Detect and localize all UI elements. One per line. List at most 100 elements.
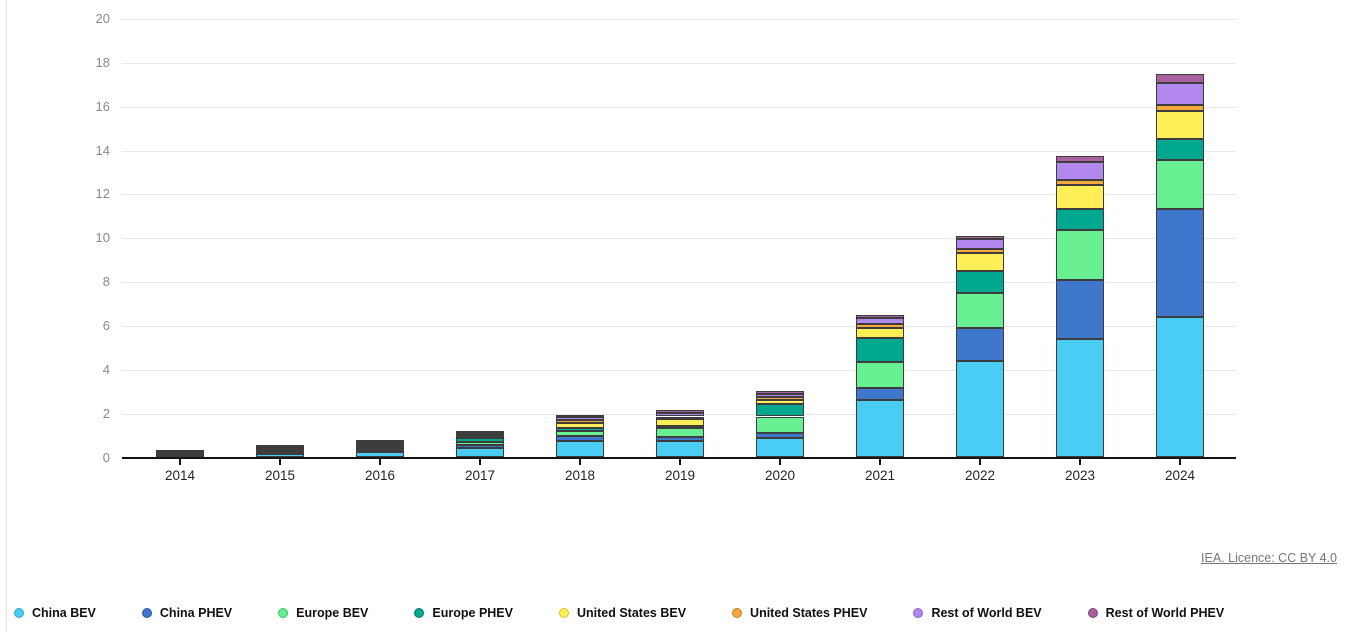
x-axis-tick: [279, 457, 281, 465]
bar-segment-rest-of-world-bev[interactable]: [956, 239, 1004, 250]
bar-segment-rest-of-world-bev[interactable]: [756, 393, 804, 397]
x-axis-label: 2015: [264, 467, 296, 483]
bar-segment-united-states-phev[interactable]: [556, 420, 604, 424]
bar-segment-rest-of-world-phev[interactable]: [856, 314, 904, 319]
bar-segment-united-states-bev[interactable]: [456, 436, 504, 439]
bar-segment-china-bev[interactable]: [556, 441, 604, 458]
legend-label: China PHEV: [159, 606, 233, 620]
bar-segment-china-phev[interactable]: [256, 452, 304, 455]
legend-item-rest-of-world-bev[interactable]: Rest of World BEV: [913, 606, 1042, 620]
bar-segment-china-phev[interactable]: [756, 433, 804, 439]
bar-segment-united-states-bev[interactable]: [656, 418, 704, 426]
bar-segment-china-phev[interactable]: [956, 327, 1004, 362]
bar-segment-europe-bev[interactable]: [556, 431, 604, 436]
bar-segment-europe-phev[interactable]: [1056, 208, 1104, 230]
bar-segment-europe-phev[interactable]: [356, 445, 404, 448]
gridline: [122, 19, 1236, 20]
bar-segment-europe-bev[interactable]: [356, 447, 404, 451]
bar-segment-united-states-bev[interactable]: [556, 423, 604, 428]
x-axis-label: 2019: [664, 467, 696, 483]
bar-segment-china-bev[interactable]: [1056, 338, 1104, 458]
bar-segment-united-states-phev[interactable]: [1156, 104, 1204, 112]
card-left-border: [6, 0, 7, 632]
legend-dot-icon: [732, 608, 743, 618]
bar-segment-europe-bev[interactable]: [456, 441, 504, 446]
bar-segment-europe-phev[interactable]: [556, 427, 604, 432]
bar-segment-europe-bev[interactable]: [756, 416, 804, 434]
bar-segment-china-phev[interactable]: [856, 388, 904, 400]
bar-segment-europe-phev[interactable]: [1156, 138, 1204, 160]
legend-item-rest-of-world-phev[interactable]: Rest of World PHEV: [1087, 606, 1224, 620]
bar-segment-europe-phev[interactable]: [256, 448, 304, 451]
bar-segment-united-states-bev[interactable]: [1156, 111, 1204, 139]
bar-segment-china-bev[interactable]: [856, 399, 904, 458]
y-axis-label: 4: [102, 361, 110, 377]
legend-item-united-states-bev[interactable]: United States BEV: [558, 606, 686, 620]
legend-dot-icon: [414, 608, 425, 618]
bar-segment-united-states-phev[interactable]: [856, 323, 904, 329]
bar-segment-europe-bev[interactable]: [956, 292, 1004, 328]
bar-segment-rest-of-world-bev[interactable]: [1156, 83, 1204, 105]
bar-segment-united-states-phev[interactable]: [456, 434, 504, 437]
legend-label: Europe PHEV: [432, 606, 513, 620]
bar-segment-china-phev[interactable]: [1056, 279, 1104, 339]
bar-segment-rest-of-world-phev[interactable]: [956, 235, 1004, 240]
bar-segment-united-states-bev[interactable]: [356, 443, 404, 446]
bar-segment-rest-of-world-bev[interactable]: [656, 412, 704, 417]
bar-segment-united-states-phev[interactable]: [656, 416, 704, 419]
bar-segment-rest-of-world-phev[interactable]: [656, 410, 704, 413]
bar-segment-china-bev[interactable]: [656, 440, 704, 458]
x-axis-label: 2018: [564, 467, 596, 483]
bar-segment-europe-bev[interactable]: [256, 450, 304, 453]
bar-segment-united-states-bev[interactable]: [756, 399, 804, 404]
bar-segment-rest-of-world-phev[interactable]: [1156, 74, 1204, 84]
bar-segment-europe-bev[interactable]: [856, 361, 904, 389]
bar-segment-europe-phev[interactable]: [656, 425, 704, 429]
bar-segment-rest-of-world-bev[interactable]: [856, 318, 904, 324]
legend-dot-icon: [558, 608, 569, 618]
bar-segment-europe-bev[interactable]: [656, 428, 704, 437]
y-axis-label: 6: [102, 317, 110, 333]
legend-item-europe-bev[interactable]: Europe BEV: [278, 606, 368, 620]
bar-segment-china-phev[interactable]: [656, 436, 704, 441]
bar-segment-china-bev[interactable]: [1156, 316, 1204, 458]
bar-segment-united-states-phev[interactable]: [1056, 179, 1104, 185]
bar-segment-united-states-bev[interactable]: [856, 328, 904, 339]
legend-label: Europe BEV: [296, 606, 369, 620]
bar-segment-china-phev[interactable]: [556, 435, 604, 442]
bar-segment-china-phev[interactable]: [356, 450, 404, 453]
gridline: [122, 194, 1236, 196]
bar-segment-rest-of-world-phev[interactable]: [1056, 155, 1104, 162]
legend-dot-icon: [1087, 608, 1098, 618]
bar-segment-europe-phev[interactable]: [956, 270, 1004, 293]
bar-segment-rest-of-world-bev[interactable]: [1056, 161, 1104, 180]
bar-segment-china-phev[interactable]: [456, 445, 504, 448]
bar-segment-united-states-bev[interactable]: [156, 452, 204, 455]
bar-segment-united-states-bev[interactable]: [956, 253, 1004, 271]
bar-segment-europe-bev[interactable]: [1056, 229, 1104, 280]
bar-segment-rest-of-world-phev[interactable]: [156, 449, 204, 452]
bar-segment-united-states-phev[interactable]: [756, 396, 804, 400]
bar-segment-rest-of-world-phev[interactable]: [256, 444, 304, 447]
bar-segment-rest-of-world-phev[interactable]: [756, 391, 804, 394]
bar-segment-united-states-bev[interactable]: [1056, 184, 1104, 209]
bar-segment-china-bev[interactable]: [756, 438, 804, 458]
legend-item-united-states-phev[interactable]: United States PHEV: [732, 606, 867, 620]
bar-segment-europe-bev[interactable]: [1156, 159, 1204, 210]
bar-segment-rest-of-world-phev[interactable]: [556, 414, 604, 417]
bar-segment-rest-of-world-phev[interactable]: [356, 439, 404, 442]
bar-segment-china-bev[interactable]: [956, 361, 1004, 458]
bar-segment-europe-phev[interactable]: [856, 338, 904, 362]
bar-segment-rest-of-world-phev[interactable]: [456, 430, 504, 433]
legend-item-china-bev[interactable]: China BEV: [14, 606, 96, 620]
legend-label: United States PHEV: [750, 606, 868, 620]
bar-segment-china-phev[interactable]: [1156, 209, 1204, 317]
bar-segment-rest-of-world-bev[interactable]: [556, 416, 604, 421]
legend-item-europe-phev[interactable]: Europe PHEV: [414, 606, 513, 620]
y-axis-label: 16: [95, 98, 110, 114]
bar-segment-united-states-phev[interactable]: [956, 249, 1004, 254]
bar-segment-europe-phev[interactable]: [756, 404, 804, 417]
bar-segment-europe-phev[interactable]: [456, 438, 504, 442]
licence-link[interactable]: IEA. Licence: CC BY 4.0: [1201, 551, 1337, 565]
legend-item-china-phev[interactable]: China PHEV: [141, 606, 233, 620]
